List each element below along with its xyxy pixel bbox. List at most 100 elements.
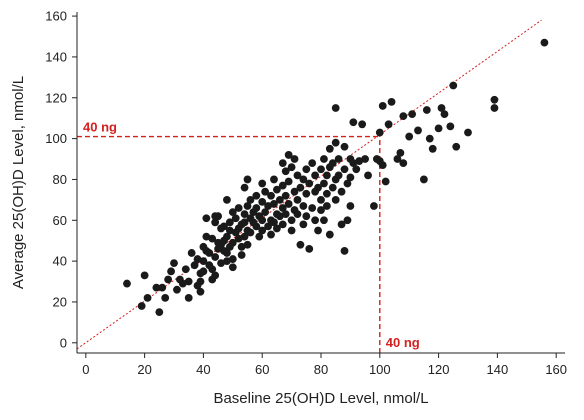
data-point: [208, 265, 217, 274]
data-point: [325, 230, 334, 239]
x-axis-ticks: 0 20 40 60 80 100 120 140 160: [82, 353, 567, 377]
data-point: [155, 308, 164, 317]
data-point: [352, 165, 361, 174]
y-tick-label: 120: [45, 90, 67, 105]
data-point: [275, 195, 284, 204]
data-point: [152, 283, 161, 292]
data-point: [396, 148, 405, 157]
data-point: [419, 175, 428, 184]
data-point: [322, 202, 331, 210]
y-tick-label: 80: [53, 172, 67, 187]
data-point: [381, 177, 390, 186]
data-point: [293, 171, 302, 180]
data-point: [296, 183, 305, 192]
data-point: [334, 155, 343, 163]
data-point: [211, 253, 220, 261]
y-tick-label: 160: [45, 9, 67, 24]
data-point: [273, 224, 281, 233]
y-axis-ticks: 0 20 40 60 80 100 120 140 160: [45, 9, 77, 350]
data-point: [225, 218, 234, 227]
data-point: [270, 175, 278, 184]
data-point: [223, 257, 231, 266]
data-point: [311, 216, 320, 225]
data-point: [275, 212, 284, 221]
data-point: [281, 167, 290, 176]
data-point: [123, 279, 131, 288]
data-point: [173, 285, 181, 294]
data-point: [331, 104, 340, 112]
data-point: [449, 81, 458, 90]
data-point: [137, 302, 146, 310]
data-point: [284, 177, 293, 186]
data-point: [199, 257, 208, 266]
data-point: [202, 214, 211, 223]
data-point: [278, 220, 287, 229]
data-point: [346, 173, 355, 182]
data-point: [278, 181, 287, 190]
x-tick-label: 80: [314, 362, 328, 377]
data-point: [217, 259, 225, 268]
data-point: [252, 191, 261, 200]
data-point: [328, 183, 337, 192]
data-point: [240, 210, 249, 219]
data-point: [211, 218, 220, 227]
data-point: [422, 106, 431, 114]
data-point: [440, 110, 449, 118]
data-point: [305, 179, 314, 188]
data-point: [243, 175, 252, 184]
data-point: [252, 204, 261, 212]
data-point: [349, 118, 358, 127]
data-point: [243, 240, 252, 249]
data-point: [158, 283, 167, 292]
data-point: [228, 238, 237, 247]
data-point: [246, 228, 255, 237]
data-point: [320, 179, 328, 188]
data-point: [240, 232, 249, 241]
data-point: [284, 151, 293, 159]
axes: 0 20 40 60 80 100 120 140 160 0 20 40 60 80 100 120 140…: [45, 9, 567, 377]
data-point: [196, 277, 205, 286]
data-point: [164, 275, 173, 284]
data-point: [302, 212, 311, 221]
data-point: [258, 226, 267, 235]
y-tick-label: 40: [53, 254, 67, 269]
data-point: [196, 287, 205, 296]
x-tick-label: 100: [369, 362, 391, 377]
data-point: [199, 267, 208, 276]
data-point: [343, 179, 352, 188]
data-point: [322, 189, 331, 198]
data-point: [161, 293, 170, 302]
data-point: [308, 159, 317, 168]
data-point: [302, 189, 311, 198]
data-point: [243, 202, 252, 210]
data-point: [296, 240, 305, 249]
data-point: [290, 155, 299, 163]
data-point: [399, 112, 408, 121]
data-point: [378, 102, 387, 110]
data-point: [328, 159, 337, 168]
data-point: [314, 183, 322, 192]
data-point: [258, 179, 267, 188]
data-point: [358, 120, 367, 129]
data-point: [187, 249, 196, 257]
data-point: [405, 132, 414, 141]
data-point: [408, 110, 417, 118]
data-point: [370, 202, 378, 210]
data-point: [270, 200, 278, 208]
data-point: [305, 244, 314, 253]
data-point: [264, 202, 272, 210]
data-point: [184, 293, 193, 302]
data-point: [281, 191, 290, 200]
data-point: [317, 195, 325, 204]
data-point: [428, 144, 437, 153]
data-point: [314, 226, 322, 235]
data-point: [264, 222, 272, 231]
data-point: [237, 251, 246, 259]
data-point: [414, 126, 422, 135]
y-tick-label: 140: [45, 49, 67, 64]
data-point: [287, 163, 296, 172]
data-point: [464, 128, 472, 137]
data-point: [375, 128, 384, 137]
data-point: [299, 202, 308, 210]
